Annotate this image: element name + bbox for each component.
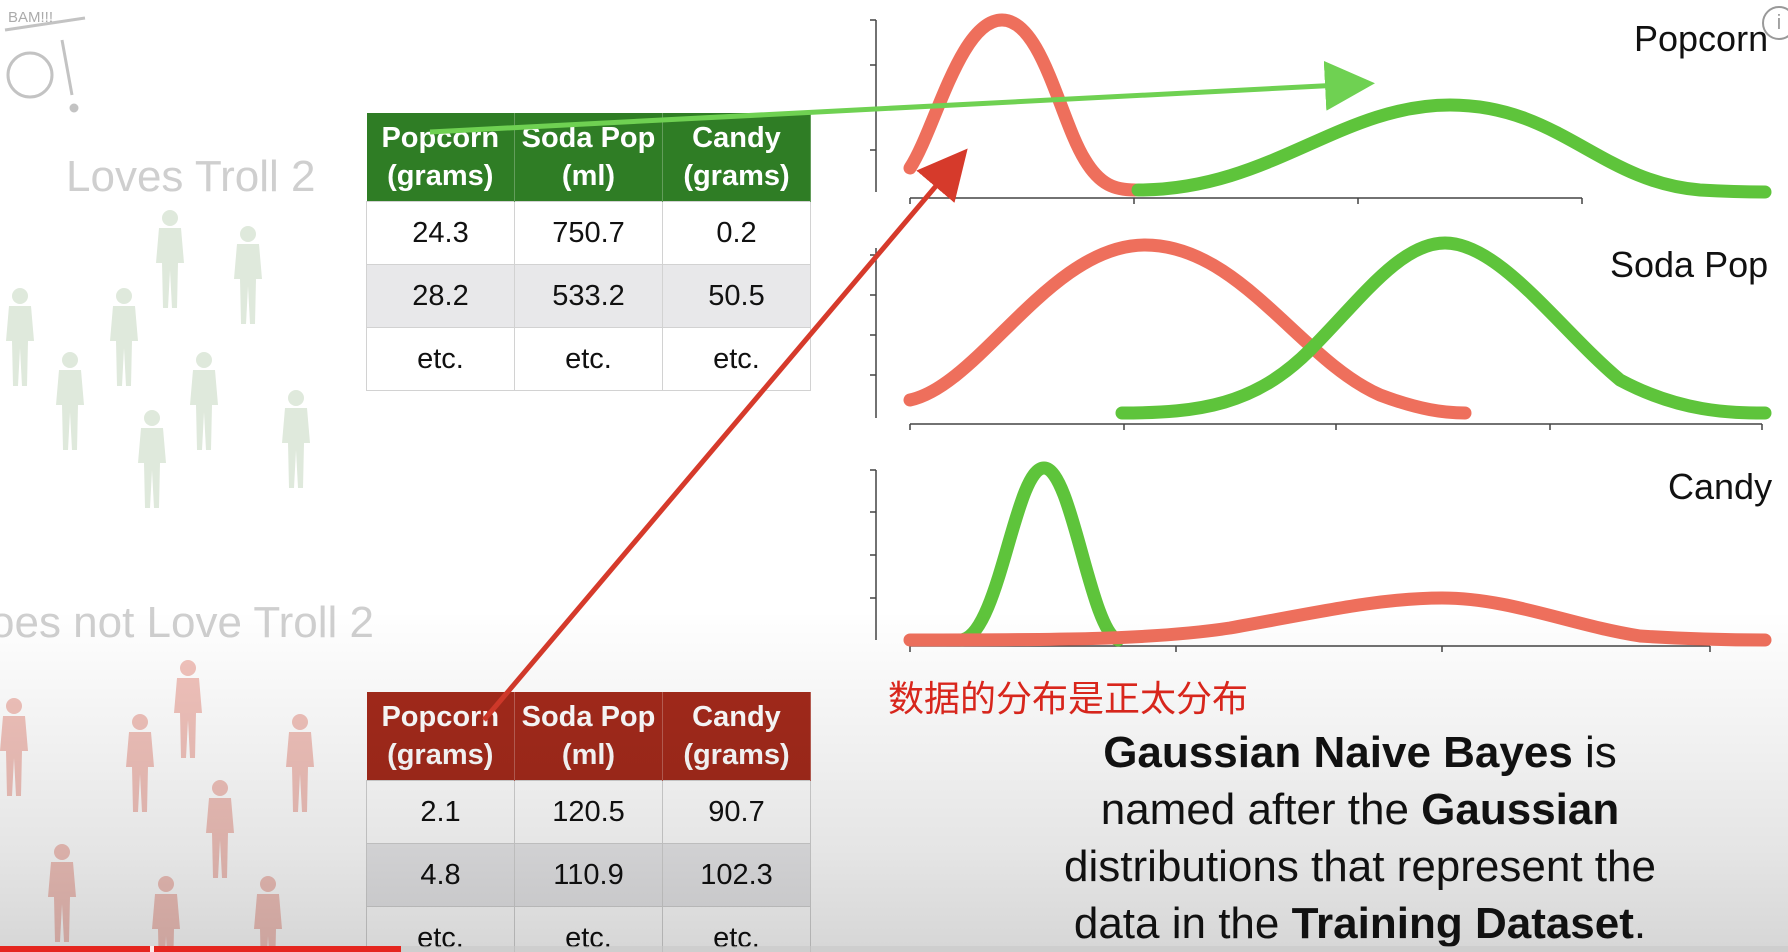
cell: etc. <box>366 906 515 952</box>
red-arrow <box>482 148 968 722</box>
explanation-bold-term: Gaussian Naive Bayes <box>1103 728 1573 777</box>
column-header-soda: Soda Pop (ml) <box>514 692 663 781</box>
progress-watched <box>0 946 401 952</box>
person-silhouette <box>152 876 180 952</box>
person-silhouette <box>126 714 154 812</box>
video-progress-bar[interactable] <box>0 946 1788 952</box>
person-silhouette <box>174 660 202 758</box>
cell: etc. <box>662 906 811 952</box>
table-header-row: Popcorn (grams) Soda Pop (ml) Candy (gra… <box>366 692 811 781</box>
candy-loves-curve <box>955 461 1125 647</box>
cell: etc. <box>514 327 663 391</box>
cell: 533.2 <box>514 264 663 328</box>
not-loves-people-illustration <box>0 660 314 952</box>
cell: etc. <box>514 906 663 952</box>
person-silhouette <box>138 410 166 508</box>
table-header-row: Popcorn (grams) Soda Pop (ml) Candy (gra… <box>366 113 811 202</box>
cell: 102.3 <box>662 843 811 907</box>
cell: 120.5 <box>514 780 663 844</box>
cell: 0.2 <box>662 201 811 265</box>
table-row: etc. etc. etc. <box>366 327 811 391</box>
person-silhouette <box>254 876 282 952</box>
candy-plot-title: Candy <box>1668 466 1773 507</box>
candy-plot-axes <box>870 469 1711 652</box>
popcorn-plot-axes <box>870 19 1583 204</box>
loves-people-illustration <box>6 210 310 508</box>
cell: 24.3 <box>366 201 515 265</box>
not-loves-troll-label: oes not Love Troll 2 <box>0 598 375 647</box>
cell: 90.7 <box>662 780 811 844</box>
annotation-text: 数据的分布是正太分布 <box>888 678 1249 719</box>
cell: 110.9 <box>514 843 663 907</box>
soda-loves-curve <box>1115 236 1772 420</box>
chapter-marker <box>150 946 154 952</box>
green-arrow <box>429 60 1375 135</box>
person-silhouette <box>0 698 28 796</box>
explanation-text: Gaussian Naive Bayes is named after the … <box>1064 728 1656 948</box>
person-silhouette <box>286 714 314 812</box>
cell: 28.2 <box>366 264 515 328</box>
cell: etc. <box>662 327 811 391</box>
table-row: 28.2 533.2 50.5 <box>366 264 811 328</box>
table-row: etc. etc. etc. <box>366 906 811 952</box>
table-row: 4.8 110.9 102.3 <box>366 843 811 907</box>
person-silhouette <box>156 210 184 308</box>
table-row: 2.1 120.5 90.7 <box>366 780 811 844</box>
cell: 750.7 <box>514 201 663 265</box>
cell: etc. <box>366 327 515 391</box>
info-icon[interactable]: i <box>1762 6 1788 40</box>
person-silhouette <box>282 390 310 488</box>
cell: 50.5 <box>662 264 811 328</box>
soda-plot-axes <box>870 248 1763 430</box>
bam-logo: BAM!!! <box>4 9 86 113</box>
logo-text: BAM!!! <box>8 9 53 26</box>
person-silhouette <box>190 352 218 450</box>
popcorn-loves-curve <box>1131 98 1772 199</box>
person-silhouette <box>206 780 234 878</box>
person-silhouette <box>56 352 84 450</box>
popcorn-not-loves-curve <box>903 13 1142 197</box>
cell: 2.1 <box>366 780 515 844</box>
person-silhouette <box>234 226 262 324</box>
column-header-candy: Candy (grams) <box>662 113 811 202</box>
column-header-popcorn: Popcorn (grams) <box>366 113 515 202</box>
cell: 4.8 <box>366 843 515 907</box>
loves-troll-label: Loves Troll 2 <box>66 152 316 201</box>
not-loves-data-table: Popcorn (grams) Soda Pop (ml) Candy (gra… <box>366 692 811 952</box>
candy-not-loves-curve <box>903 591 1772 647</box>
loves-data-table: Popcorn (grams) Soda Pop (ml) Candy (gra… <box>366 113 811 391</box>
soda-not-loves-curve <box>903 238 1472 420</box>
soda-plot-title: Soda Pop <box>1610 244 1769 285</box>
table-row: 24.3 750.7 0.2 <box>366 201 811 265</box>
column-header-popcorn: Popcorn (grams) <box>366 692 515 781</box>
column-header-candy: Candy (grams) <box>662 692 811 781</box>
popcorn-plot-title: Popcorn <box>1634 18 1769 59</box>
person-silhouette <box>6 288 34 386</box>
person-silhouette <box>48 844 76 942</box>
person-silhouette <box>110 288 138 386</box>
